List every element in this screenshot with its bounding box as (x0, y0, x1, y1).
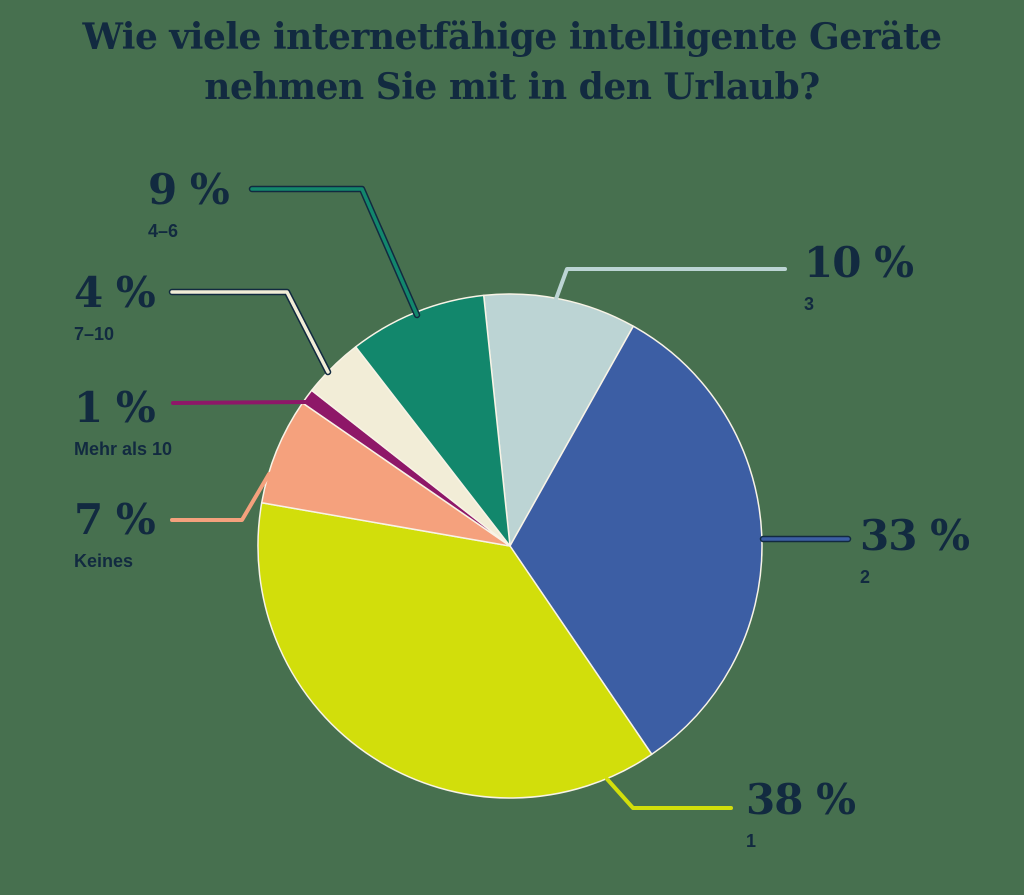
pie-slice-keines (260, 402, 511, 547)
chart-title: Wie viele internetfähige intelligente Ge… (0, 12, 1024, 112)
percent-value: 9 % (148, 165, 230, 214)
percent-value: 38 % (746, 775, 856, 824)
leader-line-4–6 (250, 187, 419, 317)
leader-line-1 (605, 777, 733, 810)
leader-line-7–10 (170, 290, 330, 374)
chart-title-line1: Wie viele internetfähige intelligente Ge… (82, 16, 942, 58)
leader-line-mehr-als-10 (171, 400, 309, 405)
category-label: 7–10 (74, 324, 115, 344)
percent-value: 33 % (860, 511, 970, 560)
category-label: 2 (860, 567, 871, 587)
label-7-10: 4 % 7–10 (74, 268, 156, 345)
label-4-6: 9 % 4–6 (148, 165, 230, 242)
percent-value: 10 % (804, 238, 914, 287)
pie-slice-2 (509, 325, 763, 756)
label-mehr-als-10: 1 % Mehr als 10 (74, 383, 173, 460)
category-label: Keines (74, 551, 134, 571)
leader-line-3 (554, 267, 787, 301)
category-label: Mehr als 10 (74, 439, 173, 459)
category-label: 4–6 (148, 221, 179, 241)
leader-line-4–6 (248, 185, 421, 319)
percent-value: 7 % (74, 495, 156, 544)
pie-slice-1 (257, 502, 653, 799)
percent-value: 4 % (74, 268, 156, 317)
category-label: 1 (746, 831, 757, 851)
label-2: 33 % 2 (860, 511, 970, 588)
label-1: 38 % 1 (746, 775, 856, 852)
pie-slice-3 (482, 293, 635, 547)
category-label: 3 (804, 294, 815, 314)
label-3: 10 % 3 (804, 238, 914, 315)
leader-line-7–10 (168, 288, 332, 376)
leader-line-keines (170, 472, 271, 522)
percent-value: 1 % (74, 383, 156, 432)
chart-title-line2: nehmen Sie mit in den Urlaub? (204, 66, 820, 108)
label-keines: 7 % Keines (74, 495, 156, 572)
